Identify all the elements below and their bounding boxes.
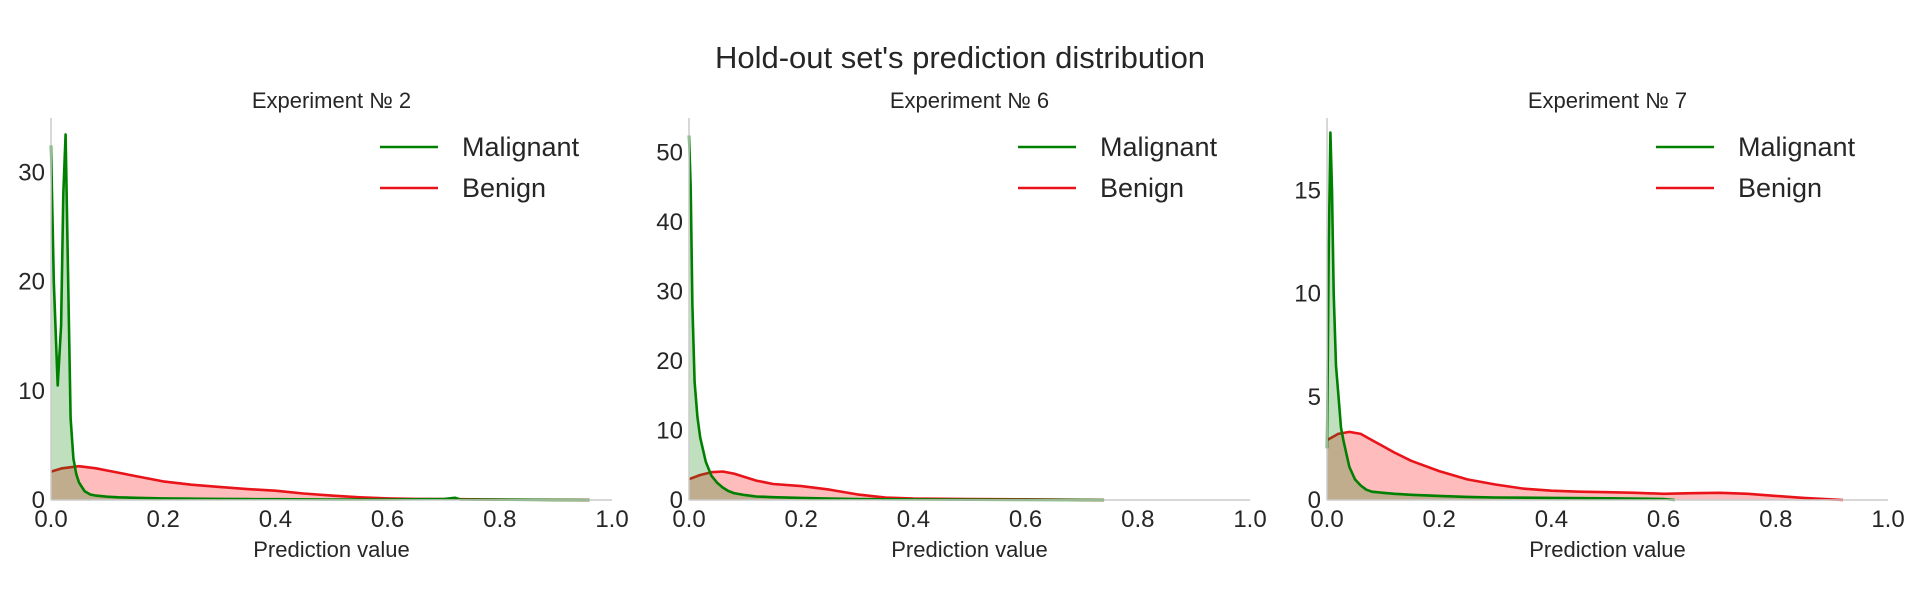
y-tick-label: 20 xyxy=(18,269,45,296)
x-tick-label: 0.0 xyxy=(672,506,705,533)
malignant-legend-label: Malignant xyxy=(462,132,580,162)
benign-legend-label: Benign xyxy=(1100,173,1184,203)
x-tick-label: 1.0 xyxy=(595,506,628,533)
x-tick-label: 0.6 xyxy=(1009,506,1042,533)
malignant-density-fill xyxy=(689,135,1105,500)
figure-title: Hold-out set's prediction distribution xyxy=(715,40,1205,75)
subplot-title: Experiment № 7 xyxy=(1528,88,1687,113)
x-tick-label: 0.2 xyxy=(147,506,180,533)
malignant-density-line xyxy=(1325,131,1675,502)
benign-density-fill xyxy=(689,471,1105,500)
malignant-legend-label: Malignant xyxy=(1738,132,1856,162)
subplot-title: Experiment № 6 xyxy=(890,88,1049,113)
subplot-1: Experiment № 2 0.0 0.2 0.4 0.6 0.8 1.0 0 10 20 30 P… xyxy=(18,88,628,562)
x-tick-label: 0.4 xyxy=(259,506,292,533)
subplot-title: Experiment № 2 xyxy=(252,88,411,113)
x-tick-label: 1.0 xyxy=(1871,506,1904,533)
malignant-density-line xyxy=(49,133,590,502)
x-tick-label: 0.8 xyxy=(483,506,516,533)
subplot-panels: Experiment № 2 0.0 0.2 0.4 0.6 0.8 1.0 0 10 20 30 P… xyxy=(18,88,1904,562)
x-tick-label: 0.2 xyxy=(1423,506,1456,533)
y-tick-label: 0 xyxy=(32,487,45,514)
y-tick-label: 20 xyxy=(656,348,683,375)
y-tick-label: 10 xyxy=(18,378,45,405)
legend: Malignant Benign xyxy=(1656,132,1856,203)
subplot-3: Experiment № 7 0.0 0.2 0.4 0.6 0.8 1.0 0 5 10 15 Pr… xyxy=(1294,88,1904,562)
x-tick-label: 0.6 xyxy=(1647,506,1680,533)
benign-density-line xyxy=(1326,430,1844,502)
x-tick-label: 0.6 xyxy=(371,506,404,533)
x-tick-label: 0.2 xyxy=(785,506,818,533)
y-tick-label: 40 xyxy=(656,209,683,236)
legend: Malignant Benign xyxy=(1018,132,1218,203)
y-tick-label: 5 xyxy=(1308,384,1321,411)
malignant-legend-label: Malignant xyxy=(1100,132,1218,162)
x-axis-label: Prediction value xyxy=(891,537,1048,562)
y-tick-label: 0 xyxy=(670,487,683,514)
benign-density-fill xyxy=(1327,431,1844,500)
malignant-density-line xyxy=(687,135,1105,502)
y-tick-label: 0 xyxy=(1308,487,1321,514)
y-tick-label: 15 xyxy=(1294,177,1321,204)
y-tick-label: 50 xyxy=(656,140,683,167)
x-tick-label: 0.4 xyxy=(897,506,930,533)
x-axis-label: Prediction value xyxy=(253,537,410,562)
x-tick-label: 0.8 xyxy=(1759,506,1792,533)
x-tick-label: 0.0 xyxy=(34,506,67,533)
benign-density-fill xyxy=(51,466,590,500)
legend: Malignant Benign xyxy=(380,132,580,203)
y-tick-label: 30 xyxy=(18,160,45,187)
x-axis-label: Prediction value xyxy=(1529,537,1686,562)
benign-legend-label: Benign xyxy=(462,173,546,203)
x-tick-label: 0.0 xyxy=(1310,506,1343,533)
benign-legend-label: Benign xyxy=(1738,173,1822,203)
y-tick-label: 10 xyxy=(1294,281,1321,308)
y-tick-label: 10 xyxy=(656,418,683,445)
y-tick-label: 30 xyxy=(656,279,683,306)
x-tick-label: 0.4 xyxy=(1535,506,1568,533)
x-tick-label: 1.0 xyxy=(1233,506,1266,533)
x-tick-label: 0.8 xyxy=(1121,506,1154,533)
subplot-2: Experiment № 6 0.0 0.2 0.4 0.6 0.8 1.0 0 10 20 30 4… xyxy=(656,88,1266,562)
